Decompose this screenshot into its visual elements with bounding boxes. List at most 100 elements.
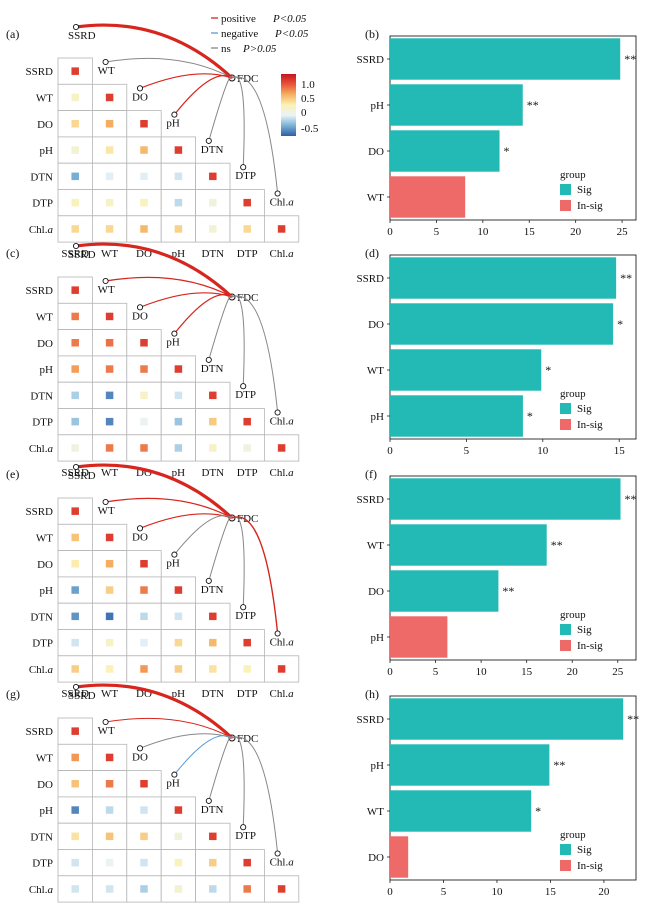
heatmap-cell-do-wt xyxy=(105,780,114,788)
group-legend-sig-swatch xyxy=(560,184,571,195)
heatmap-cell-chl-a-dtn xyxy=(209,225,217,233)
node-label-dtp: DTP xyxy=(235,389,256,401)
row-label-do: DO xyxy=(37,559,53,571)
bar-category-ssrd: SSRD xyxy=(356,494,384,506)
group-legend-insig-swatch xyxy=(560,419,571,430)
colorbar-tick-1: 1.0 xyxy=(301,79,315,91)
col-label-ssrd: SSRD xyxy=(61,688,89,700)
link-dtn-ns xyxy=(208,75,233,142)
link-ssrd-positive xyxy=(75,463,234,520)
heatmap-cell-border xyxy=(92,770,128,798)
heatmap-cell-do-wt xyxy=(105,339,114,347)
x-tick-label-5: 5 xyxy=(464,445,470,457)
heatmap-cell-wt-ssrd xyxy=(71,753,79,762)
x-tick-label-20: 20 xyxy=(598,886,610,898)
heatmap-cell-dtn-dtn xyxy=(209,172,217,181)
col-label-dtn: DTN xyxy=(201,467,224,479)
bar-category-ph: pH xyxy=(371,100,385,112)
row-label-wt: WT xyxy=(36,92,53,104)
node-ssrd xyxy=(72,242,80,250)
row-label-wt: WT xyxy=(36,752,53,764)
bar-category-ssrd: SSRD xyxy=(356,273,384,285)
heatmap-cell-dtp-wt xyxy=(105,198,114,207)
col-label-ph: pH xyxy=(172,688,186,700)
col-label-dtn: DTN xyxy=(201,248,224,260)
col-label-wt: WT xyxy=(101,248,118,260)
heatmap-cell-dtp-ph xyxy=(174,417,183,426)
panel-label-f: (f) xyxy=(365,467,377,481)
colorbar-tick-0: 0 xyxy=(301,107,307,119)
heatmap-cell-border xyxy=(57,215,93,243)
x-tick-label-0: 0 xyxy=(387,886,393,898)
bar-category-wt: WT xyxy=(367,540,384,552)
heatmap-panel-g: (g) SSRD WT DO pH DTN DTP Chl.a SSRD WT DO pH DTN DTP… xyxy=(6,683,300,903)
link-ph-negative xyxy=(174,735,233,775)
heatmap-cell-chl-a-ph xyxy=(174,665,183,673)
significance-ssrd: ** xyxy=(620,271,632,285)
row-label-do: DO xyxy=(37,338,53,350)
heatmap-cell-ph-do xyxy=(140,146,148,154)
row-label-ph: pH xyxy=(40,145,54,157)
plot-frame xyxy=(389,35,637,221)
significance-ph: ** xyxy=(527,98,539,112)
heatmap-cell-do-do xyxy=(140,780,148,788)
heatmap-cell-chl-a-chl-a xyxy=(277,885,286,893)
row-label-dtn: DTN xyxy=(30,390,53,402)
col-label-dtn: DTN xyxy=(201,688,224,700)
heatmap-cell-do-do xyxy=(140,560,148,568)
row-label-dtn: DTN xyxy=(30,171,53,183)
row-label-wt: WT xyxy=(36,532,53,544)
heatmap-cell-chl-a-ph xyxy=(174,885,183,893)
significance-wt: * xyxy=(545,363,551,377)
link-ph-positive xyxy=(173,294,233,334)
heatmap-cell-dtp-do xyxy=(140,417,148,426)
heatmap-cell-chl-a-do xyxy=(140,225,148,233)
heatmap-cell-do-ssrd xyxy=(71,339,79,347)
group-legend-title: group xyxy=(560,609,586,621)
heatmap-cell-ph-wt xyxy=(105,365,114,373)
bar-do xyxy=(390,836,409,878)
node-label-wt: WT xyxy=(98,725,115,737)
heatmap-cell-ph-ph xyxy=(174,806,183,814)
legend-ns-label: ns xyxy=(221,43,231,55)
bar-category-do: DO xyxy=(368,586,384,598)
node-dtp xyxy=(240,164,247,171)
node-dtn xyxy=(205,577,212,584)
heatmap-cell-chl-a-dtp xyxy=(243,444,251,452)
group-legend-title: group xyxy=(560,388,586,400)
link-chl-a-ns xyxy=(231,76,279,194)
significance-ph: * xyxy=(527,409,533,423)
heatmap-cell-chl-a-do xyxy=(140,444,148,452)
row-label-chl-a: Chl.a xyxy=(29,443,54,455)
significance-wt: * xyxy=(535,804,541,818)
heatmap-cell-dtn-ssrd xyxy=(71,832,79,841)
row-label-dtn: DTN xyxy=(30,831,53,843)
link-ssrd-positive xyxy=(75,23,234,80)
node-label-wt: WT xyxy=(98,65,115,77)
heatmap-cell-do-do xyxy=(140,120,148,128)
heatmap-cell-chl-a-ssrd xyxy=(71,444,79,452)
node-label-do: DO xyxy=(132,531,148,543)
heatmap-cell-ph-ssrd xyxy=(71,806,79,814)
x-tick-label-10: 10 xyxy=(537,445,549,457)
heatmap-cell-dtp-ssrd xyxy=(71,858,79,867)
heatmap-cell-chl-a-do xyxy=(140,885,148,893)
heatmap-cell-chl-a-ssrd xyxy=(71,665,79,673)
heatmap-cell-chl-a-chl-a xyxy=(277,444,286,452)
node-do xyxy=(136,525,144,532)
heatmap-cell-dtn-ssrd xyxy=(71,172,79,181)
bar-ssrd xyxy=(390,698,624,740)
x-tick-label-0: 0 xyxy=(387,226,393,238)
heatmap-cell-dtp-do xyxy=(140,198,148,207)
node-wt xyxy=(102,718,109,726)
col-label-wt: WT xyxy=(101,467,118,479)
heatmap-cell-chl-a-dtn xyxy=(209,444,217,452)
heatmap-cell-dtp-dtp xyxy=(243,638,251,647)
group-legend-sig-swatch xyxy=(560,624,571,635)
colorbar-tick-0.5: 0.5 xyxy=(301,93,315,105)
bar-panel-h: (h) SSRD ** pH ** WT * DO 0 5 10 15 20 group Sig In-sig xyxy=(356,687,639,898)
heatmap-cell-dtp-wt xyxy=(105,858,114,867)
heatmap-cell-dtp-dtn xyxy=(209,638,217,647)
panel-label-a: (a) xyxy=(6,27,19,41)
